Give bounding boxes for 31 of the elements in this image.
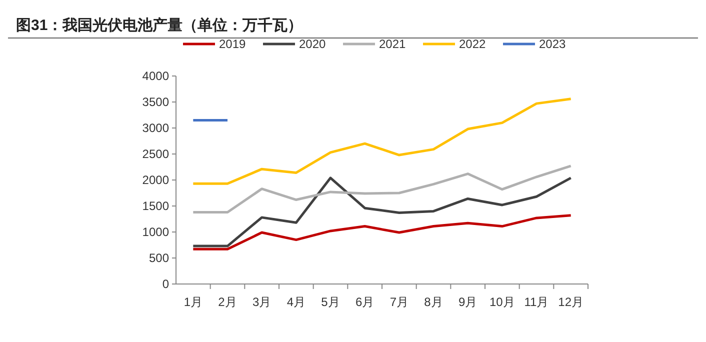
legend-label: 2020 bbox=[299, 37, 326, 51]
x-tick-label: 11月 bbox=[524, 295, 549, 309]
y-tick-label: 1000 bbox=[142, 225, 170, 240]
x-tick-label: 9月 bbox=[458, 295, 478, 309]
y-tick-label: 1500 bbox=[142, 199, 170, 214]
y-tick-label: 500 bbox=[148, 251, 170, 266]
x-tick-label: 2月 bbox=[218, 295, 237, 309]
x-tick-label: 4月 bbox=[286, 295, 306, 309]
line-series bbox=[192, 164, 572, 214]
legend-label: 2022 bbox=[459, 37, 486, 51]
x-tick-label: 6月 bbox=[355, 295, 374, 309]
y-tick-label: 0 bbox=[162, 277, 170, 292]
line-series bbox=[192, 176, 572, 248]
x-tick-label: 3月 bbox=[252, 295, 272, 309]
x-tick-label: 5月 bbox=[321, 295, 340, 309]
line-series bbox=[192, 98, 572, 185]
x-tick-label: 7月 bbox=[390, 295, 409, 309]
line-series bbox=[192, 214, 572, 250]
y-tick-label: 3000 bbox=[142, 121, 170, 136]
chart-title: 图31：我国光伏电池产量（单位：万千瓦） bbox=[16, 17, 303, 34]
x-tick-label: 8月 bbox=[424, 295, 443, 309]
y-tick-label: 2000 bbox=[142, 173, 170, 188]
x-tick-label: 12月 bbox=[558, 295, 584, 309]
legend-label: 2023 bbox=[539, 37, 566, 51]
x-tick-label: 10月 bbox=[489, 295, 515, 309]
y-tick-label: 4000 bbox=[142, 69, 170, 84]
legend-label: 2021 bbox=[379, 37, 406, 51]
legend-label: 2019 bbox=[219, 37, 246, 51]
x-tick-label: 1月 bbox=[184, 295, 203, 309]
y-tick-label: 2500 bbox=[142, 147, 170, 162]
y-tick-label: 3500 bbox=[142, 95, 170, 110]
